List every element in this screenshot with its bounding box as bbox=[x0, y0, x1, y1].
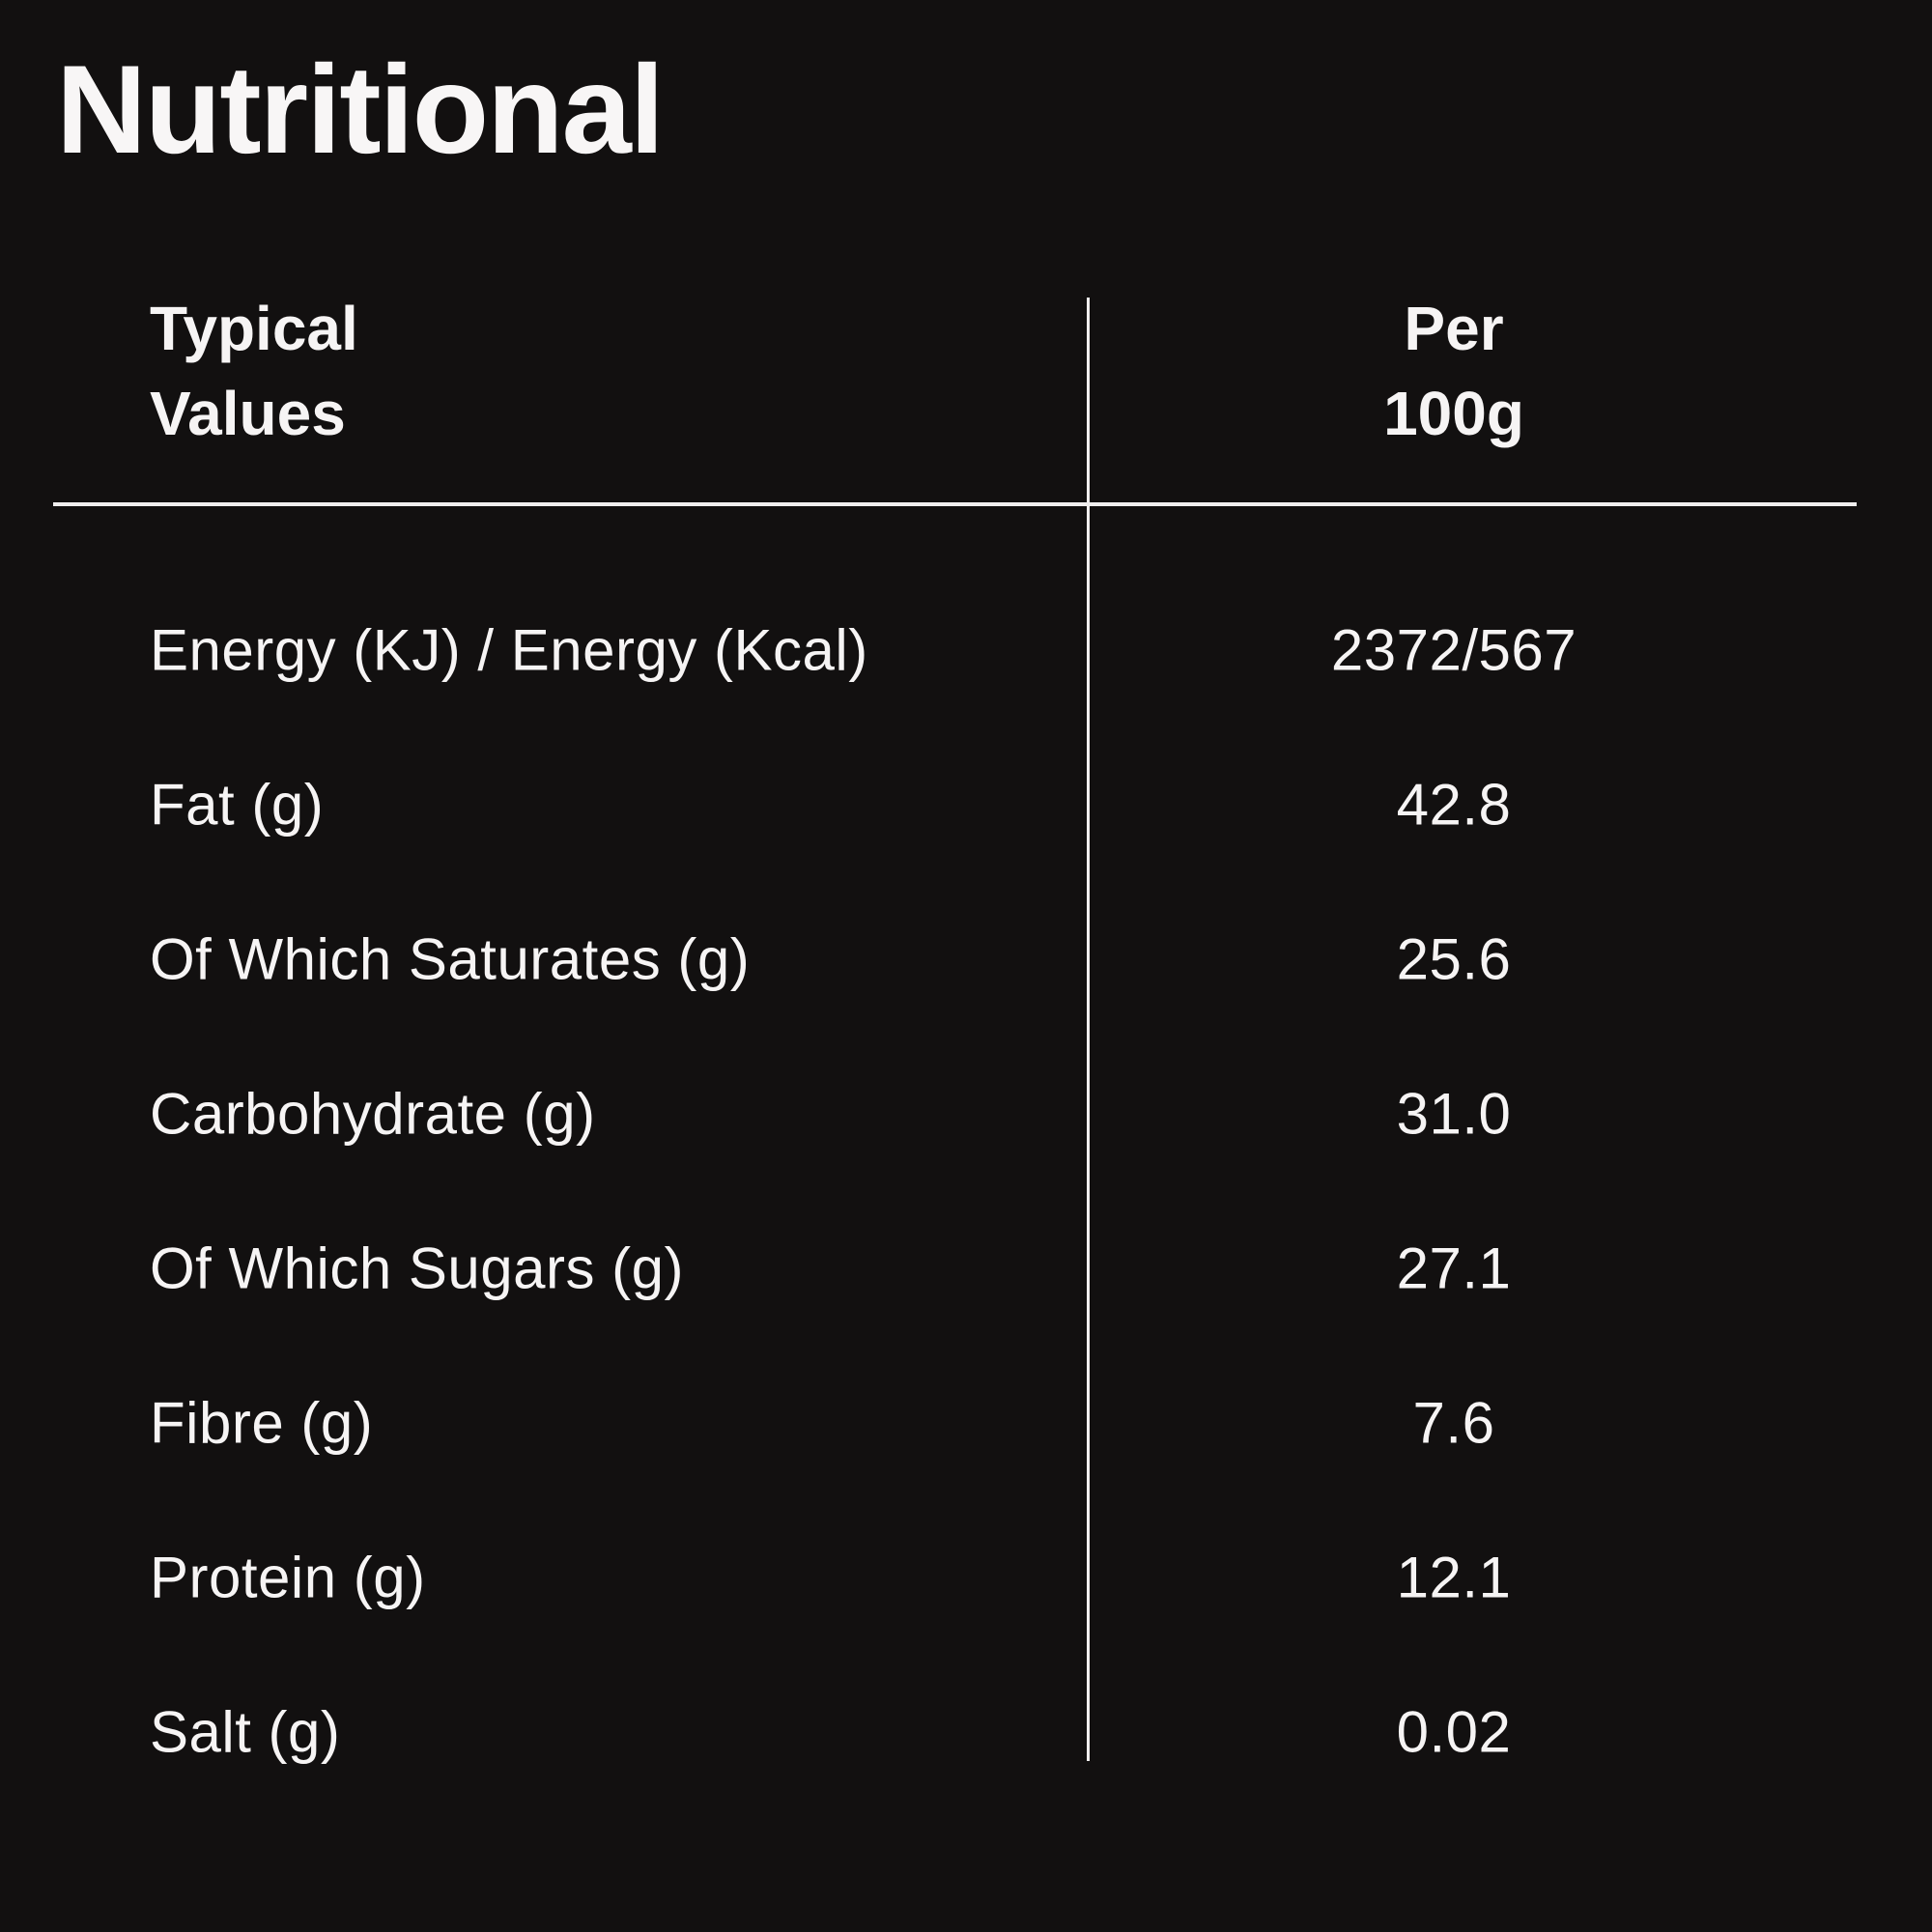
row-value: 27.1 bbox=[1396, 1236, 1512, 1301]
row-label: Fat (g) bbox=[150, 772, 325, 838]
column-header-typical-values: Typical Values bbox=[150, 294, 358, 448]
row-label: Energy (KJ) / Energy (Kcal) bbox=[150, 617, 868, 683]
row-label: Of Which Saturates (g) bbox=[150, 926, 751, 992]
row-label: Protein (g) bbox=[150, 1545, 426, 1610]
table-row-saturates: Of Which Saturates (g) 25.6 bbox=[0, 882, 1932, 1037]
table-body: Energy (KJ) / Energy (Kcal) 2372/567 Fat… bbox=[0, 573, 1932, 1809]
row-value: 25.6 bbox=[1396, 926, 1512, 992]
row-value: 0.02 bbox=[1396, 1699, 1512, 1765]
row-label: Fibre (g) bbox=[150, 1390, 374, 1456]
row-label: Of Which Sugars (g) bbox=[150, 1236, 684, 1301]
table-row-salt: Salt (g) 0.02 bbox=[0, 1655, 1932, 1809]
table-row-fibre: Fibre (g) 7.6 bbox=[0, 1346, 1932, 1500]
row-value: 42.8 bbox=[1396, 772, 1512, 838]
row-label: Salt (g) bbox=[150, 1699, 341, 1765]
row-value: 31.0 bbox=[1396, 1081, 1512, 1147]
table-row-protein: Protein (g) 12.1 bbox=[0, 1500, 1932, 1655]
table-row-sugars: Of Which Sugars (g) 27.1 bbox=[0, 1191, 1932, 1346]
header-divider-line bbox=[53, 502, 1857, 506]
row-value: 2372/567 bbox=[1330, 617, 1577, 683]
row-label: Carbohydrate (g) bbox=[150, 1081, 596, 1147]
row-value: 12.1 bbox=[1396, 1545, 1512, 1610]
column-divider-line bbox=[1087, 298, 1090, 1761]
table-row-energy: Energy (KJ) / Energy (Kcal) 2372/567 bbox=[0, 573, 1932, 727]
table-row-fat: Fat (g) 42.8 bbox=[0, 727, 1932, 882]
column-header-per-100g: Per 100g bbox=[1383, 294, 1524, 448]
row-value: 7.6 bbox=[1412, 1390, 1495, 1456]
table-row-carbohydrate: Carbohydrate (g) 31.0 bbox=[0, 1037, 1932, 1191]
page-title: Nutritional bbox=[56, 39, 665, 180]
